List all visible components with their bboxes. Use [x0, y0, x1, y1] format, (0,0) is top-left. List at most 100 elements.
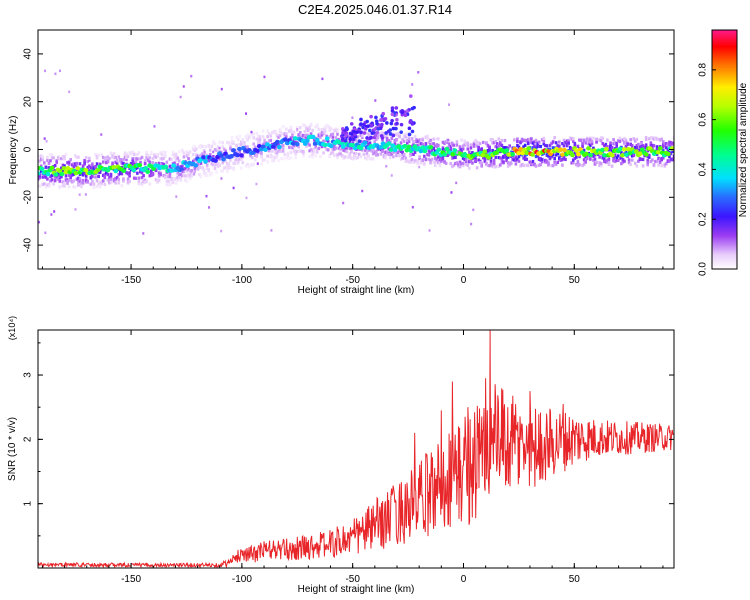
heatmap-speck: [472, 208, 475, 212]
heatmap-cell: [52, 156, 55, 160]
heatmap-cell: [477, 158, 480, 162]
heatmap-cell: [506, 161, 510, 165]
heatmap-cell: [243, 140, 246, 145]
heatmap-cell: [233, 161, 237, 166]
heatmap-cell: [500, 138, 504, 143]
heatmap-peak: [526, 146, 532, 151]
heatmap-plume: [359, 117, 363, 122]
heatmap-cell: [331, 150, 335, 154]
heatmap-peak: [73, 170, 79, 176]
heatmap-cell: [472, 141, 476, 145]
heatmap-cell: [427, 149, 431, 153]
heatmap-cell: [134, 159, 138, 163]
heatmap-cell: [204, 173, 207, 178]
heatmap-cell: [516, 144, 519, 148]
heatmap-cell: [570, 137, 574, 141]
heatmap-cell: [278, 134, 282, 138]
heatmap-cell: [455, 161, 459, 165]
heatmap-cell: [112, 156, 116, 160]
heatmap-cell: [205, 157, 209, 161]
heatmap-cell: [50, 173, 54, 177]
heatmap-cell: [167, 179, 170, 184]
heatmap-peak: [111, 165, 117, 170]
heatmap-cell: [181, 173, 184, 178]
heatmap-cell: [444, 161, 448, 165]
heatmap-cell: [78, 162, 82, 166]
heatmap-cell: [91, 167, 94, 171]
heatmap-cell: [429, 138, 432, 142]
heatmap-plume: [369, 135, 373, 140]
heatmap-cell: [519, 164, 522, 168]
heatmap-cell: [644, 143, 648, 147]
heatmap-cell: [547, 154, 550, 158]
heatmap-cell: [593, 162, 597, 166]
heatmap-cell: [210, 171, 214, 176]
colorbar-tick-label: 0.6: [698, 112, 709, 126]
heatmap-cell: [632, 153, 636, 157]
heatmap-cell: [354, 151, 358, 156]
heatmap-peak: [131, 167, 137, 173]
heatmap-cell: [497, 137, 501, 141]
heatmap-peak: [604, 146, 609, 152]
heatmap-cell: [317, 134, 321, 138]
heatmap-peak: [219, 153, 224, 158]
heatmap-cell: [401, 137, 404, 142]
heatmap-cell: [523, 138, 527, 142]
heatmap-cell: [111, 161, 114, 165]
heatmap-cell: [463, 143, 466, 147]
heatmap-cell: [607, 157, 611, 162]
spectrogram-y-label: Frequency (Hz): [8, 116, 19, 185]
heatmap-speck: [390, 174, 393, 177]
heatmap-cell: [593, 153, 597, 157]
heatmap-plume: [359, 122, 363, 126]
heatmap-cell: [455, 140, 459, 144]
heatmap-cell: [458, 147, 462, 151]
heatmap-cell: [424, 158, 428, 162]
x-tick-label: -100: [232, 275, 252, 286]
heatmap-speck: [84, 193, 87, 196]
heatmap-peak: [621, 147, 627, 152]
heatmap-cell: [353, 152, 356, 156]
heatmap-cell: [647, 137, 651, 141]
heatmap-cell: [176, 178, 180, 182]
heatmap-cell: [58, 185, 62, 189]
heatmap-cell: [212, 154, 215, 159]
heatmap-cell: [122, 158, 125, 162]
heatmap-cell: [635, 164, 639, 168]
heatmap-cell: [615, 141, 619, 146]
heatmap-peak: [95, 167, 101, 173]
heatmap-cell: [587, 140, 591, 144]
heatmap-speck: [153, 125, 156, 128]
heatmap-cell: [49, 179, 52, 183]
heatmap-cell: [435, 157, 439, 161]
heatmap-cell: [69, 179, 72, 183]
heatmap-cell: [188, 176, 192, 181]
heatmap-cell: [612, 138, 615, 142]
heatmap-cell: [483, 158, 487, 163]
heatmap-cell: [202, 171, 206, 175]
heatmap-cell: [660, 164, 663, 168]
heatmap-cell: [281, 143, 285, 148]
heatmap-cell: [598, 155, 601, 159]
heatmap-cell: [145, 156, 148, 160]
heatmap-cell: [630, 154, 634, 158]
heatmap-cell: [489, 163, 493, 167]
heatmap-peak: [422, 148, 428, 154]
heatmap-cell: [582, 148, 586, 152]
heatmap-speck: [179, 95, 182, 99]
heatmap-cell: [117, 181, 121, 185]
heatmap-peak: [510, 152, 516, 157]
snr-frame: [37, 329, 675, 569]
heatmap-cell: [452, 143, 456, 147]
heatmap-speck: [256, 162, 259, 165]
heatmap-cell: [475, 140, 479, 144]
heatmap-cell: [78, 177, 82, 181]
heatmap-cell: [177, 173, 181, 177]
heatmap-cell: [433, 144, 437, 148]
heatmap-cell: [599, 136, 603, 140]
heatmap-cell: [669, 157, 673, 161]
heatmap-peak: [378, 145, 384, 150]
heatmap-cell: [506, 155, 510, 159]
heatmap-speck: [100, 133, 103, 136]
heatmap-cell: [210, 144, 214, 148]
